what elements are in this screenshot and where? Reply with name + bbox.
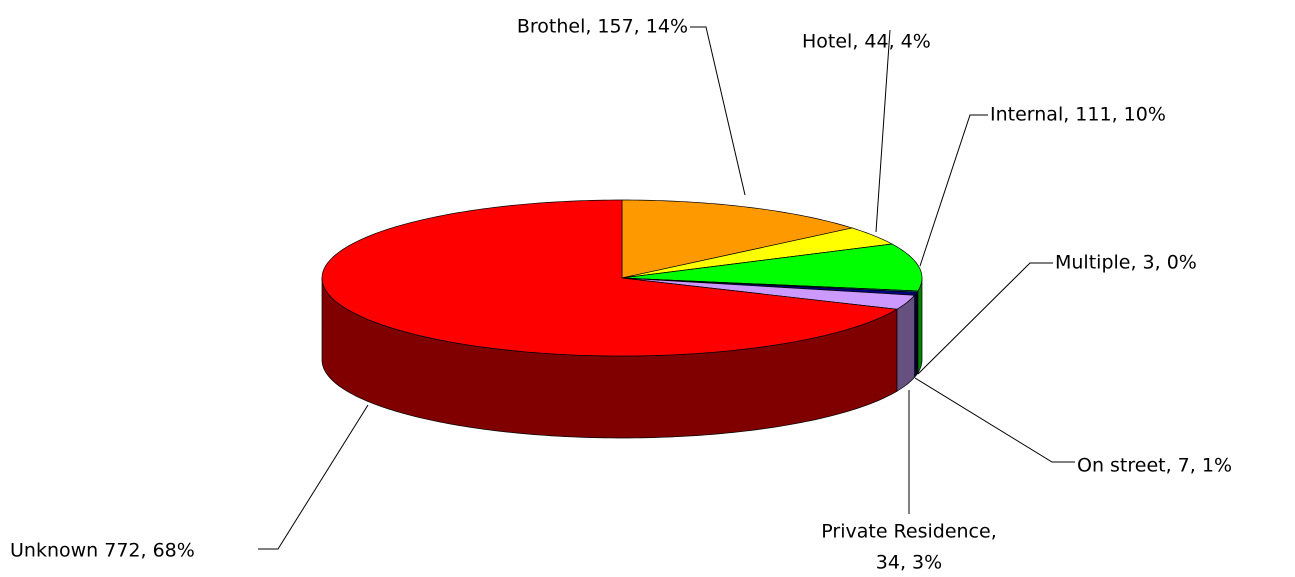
data-label: Brothel, 157, 14% bbox=[517, 16, 688, 38]
data-label: On street, 7, 1% bbox=[1077, 455, 1232, 477]
slice bbox=[321, 199, 898, 357]
slice bbox=[621, 277, 916, 310]
data-label: Internal, 111, 10% bbox=[990, 104, 1166, 126]
slice-side bbox=[896, 294, 915, 392]
leader-line bbox=[917, 262, 1053, 375]
data-label: Multiple, 3, 0% bbox=[1055, 252, 1197, 274]
data-label: Private Residence, bbox=[821, 521, 996, 543]
data-label: Hotel, 44, 4% bbox=[802, 31, 931, 53]
slice-side bbox=[914, 291, 918, 379]
leader-line bbox=[258, 404, 369, 550]
data-label: Unknown 772, 68% bbox=[10, 540, 195, 562]
slice-side bbox=[917, 277, 923, 375]
leader-line bbox=[690, 26, 746, 196]
data-label: 34, 3% bbox=[876, 552, 942, 574]
slice bbox=[621, 199, 854, 279]
leader-line bbox=[914, 377, 1075, 463]
leader-line bbox=[875, 29, 891, 233]
slice bbox=[621, 243, 923, 292]
slice bbox=[621, 227, 894, 279]
leader-line bbox=[919, 114, 988, 267]
